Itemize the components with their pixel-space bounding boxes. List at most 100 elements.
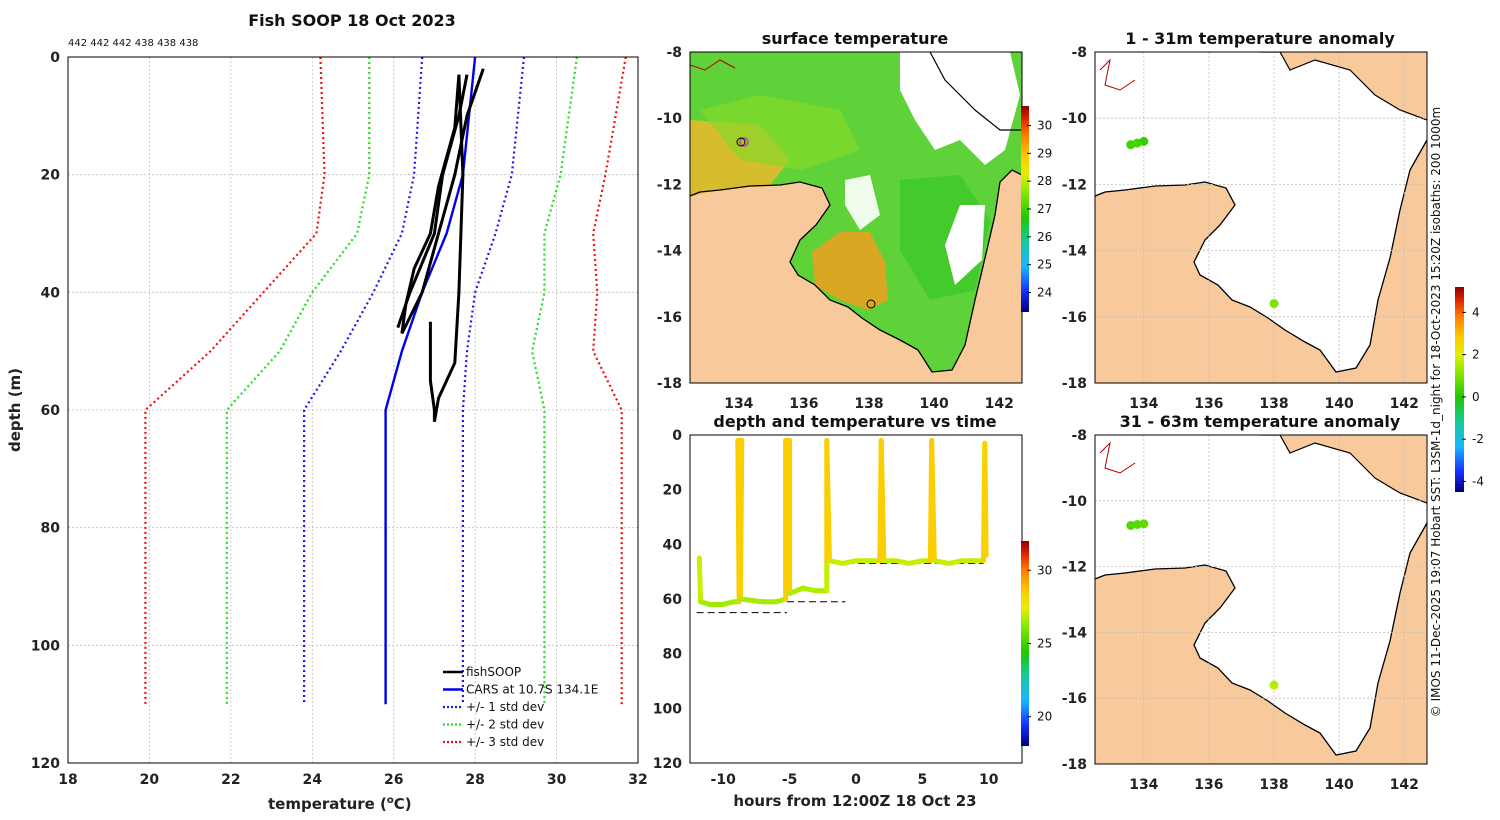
colorbar-tick-label: 28: [1037, 174, 1052, 188]
anomaly-map-2-panel: 31 - 63m temperature anomaly 134 136 138 14…: [1062, 412, 1428, 793]
time-ytick-label: 0: [672, 428, 682, 444]
map-ytick-label: -18: [1062, 757, 1087, 773]
map-ytick-label: -10: [1062, 111, 1088, 127]
profile-title: Fish SOOP 18 Oct 2023: [248, 11, 456, 30]
profile-ytick-label: 120: [31, 756, 60, 772]
time-trace-segment: [737, 596, 766, 605]
anomaly-point: [1139, 136, 1149, 146]
map-ytick-label: -10: [657, 111, 683, 127]
map-xtick-label: 134: [1129, 396, 1158, 412]
map-ytick-label: -16: [657, 310, 682, 326]
anomaly1-grid: [1095, 52, 1427, 383]
profile-series: [144, 56, 627, 705]
colorbar-tick-label: 30: [1037, 563, 1052, 577]
anomaly-colorbar: [1455, 287, 1464, 492]
profile-ytick-label: 20: [41, 168, 61, 184]
time-trace-segment: [696, 555, 704, 605]
anomaly1-isobath: [1099, 58, 1136, 91]
anomaly1-ticks: 134 136 138 140 142 -8 -10 -12 -14 -16 -18: [1062, 45, 1419, 412]
colorbar-tick-label: 26: [1037, 230, 1052, 244]
profile-ytick-label: 40: [41, 285, 61, 301]
map-ytick-label: -14: [1062, 244, 1088, 260]
map-xtick-label: 138: [1259, 777, 1288, 793]
profile-axes-box: [67, 56, 639, 764]
sst-mid-water: [700, 95, 860, 170]
map-xtick-label: 140: [920, 396, 949, 412]
map-xtick-label: 138: [1259, 396, 1288, 412]
profile-legend-label: CARS at 10.7S 134.1E: [466, 683, 598, 697]
time-trace-segment: [737, 437, 745, 602]
sst-title: surface temperature: [762, 29, 949, 48]
colorbar-tick-label: 0: [1472, 390, 1480, 404]
anomaly2-grid: [1095, 435, 1427, 764]
profile-ytick-label: 0: [50, 50, 60, 66]
sst-cloud-east: [945, 205, 985, 285]
colorbar-tick-label: 20: [1037, 710, 1052, 724]
profile-legend: fishSOOP CARS at 10.7S 134.1E +/- 1 std de…: [443, 665, 598, 749]
time-xlabel: hours from 12:00Z 18 Oct 23: [733, 792, 976, 810]
profile-xtick-label: 24: [303, 772, 323, 788]
time-trace-segment: [878, 437, 887, 564]
time-ytick-label: 80: [663, 647, 683, 663]
side-note: © IMOS 11-Dec-2025 19:07 Hobart SST: L3S…: [1429, 107, 1443, 718]
sst-warm-gulf: [812, 232, 888, 310]
colorbar-tick-label: 4: [1472, 305, 1480, 319]
map-ytick-label: -12: [1062, 560, 1087, 576]
profile-ylabel: depth (m): [6, 368, 24, 452]
profile-line-fishsoop-d: [428, 321, 436, 422]
time-colorbar: [1021, 541, 1029, 746]
map-ytick-label: -16: [1062, 310, 1087, 326]
profile-line--2-std: [530, 56, 578, 705]
anomaly2-axes-box: [1094, 434, 1428, 765]
colorbar-tick-label: -2: [1472, 432, 1484, 446]
map-xtick-label: 134: [1129, 777, 1158, 793]
time-xtick-label: -10: [711, 772, 737, 788]
time-xtick-label: 10: [979, 772, 999, 788]
map-ytick-label: -12: [1062, 177, 1087, 193]
sst-ticks: 134 136 138 140 142 -8 -10 -12 -14 -16 -18: [657, 45, 1014, 412]
anomaly2-title: 31 - 63m temperature anomaly: [1120, 412, 1401, 431]
map-ytick-label: -12: [657, 177, 682, 193]
map-ytick-label: -10: [1062, 494, 1088, 510]
anomaly2-coastline-north: [1260, 435, 1427, 504]
colorbar-tick-label: 27: [1037, 202, 1052, 216]
profile-xtick-label: 30: [547, 772, 567, 788]
colorbar-tick-label: 25: [1037, 258, 1052, 272]
colorbar-tick-label: -4: [1472, 474, 1484, 488]
sst-cloud-north: [900, 52, 1020, 165]
anomaly-colorbar-ticks: -4 -2 0 2 4: [1462, 305, 1484, 488]
profile-line--3-std: [144, 56, 326, 705]
map-ytick-label: -8: [1071, 428, 1087, 444]
map-ytick-label: -14: [657, 244, 683, 260]
profile-legend-label: +/- 2 std dev: [466, 718, 544, 732]
map-ytick-label: -18: [1062, 376, 1087, 392]
anomaly1-axes-box: [1094, 51, 1428, 384]
profile-xtick-label: 32: [628, 772, 647, 788]
colorbar-tick-label: 29: [1037, 146, 1052, 160]
anomaly1-coastline-north: [1260, 52, 1427, 121]
profile-header-counts: 442 442 442 438 438 438: [68, 38, 198, 49]
time-xtick-label: -5: [782, 772, 798, 788]
time-trace-segment: [824, 437, 832, 564]
colorbar-tick-label: 2: [1472, 348, 1480, 362]
profile-xtick-label: 28: [465, 772, 484, 788]
profile-line-fishsoop-e: [432, 74, 465, 423]
sst-station-marker: [866, 299, 876, 309]
anomaly-point: [1132, 519, 1142, 529]
map-xtick-label: 138: [854, 396, 883, 412]
profile-line--1-std: [303, 56, 424, 705]
map-ytick-label: -14: [1062, 625, 1088, 641]
time-ytick-label: 20: [663, 483, 683, 499]
anomaly2-points: [1126, 519, 1279, 690]
time-ytick-label: 60: [663, 592, 683, 608]
sst-cloud-mid: [845, 175, 880, 230]
profile-ytick-label: 100: [31, 638, 60, 654]
profile-panel: Fish SOOP 18 Oct 2023 442 442 442 438 43…: [6, 11, 648, 813]
profile-ytick-label: 60: [41, 403, 61, 419]
time-xtick-label: 0: [851, 772, 861, 788]
anomaly1-title: 1 - 31m temperature anomaly: [1125, 29, 1395, 48]
map-xtick-label: 140: [1325, 396, 1354, 412]
colorbar-tick-label: 24: [1037, 286, 1052, 300]
